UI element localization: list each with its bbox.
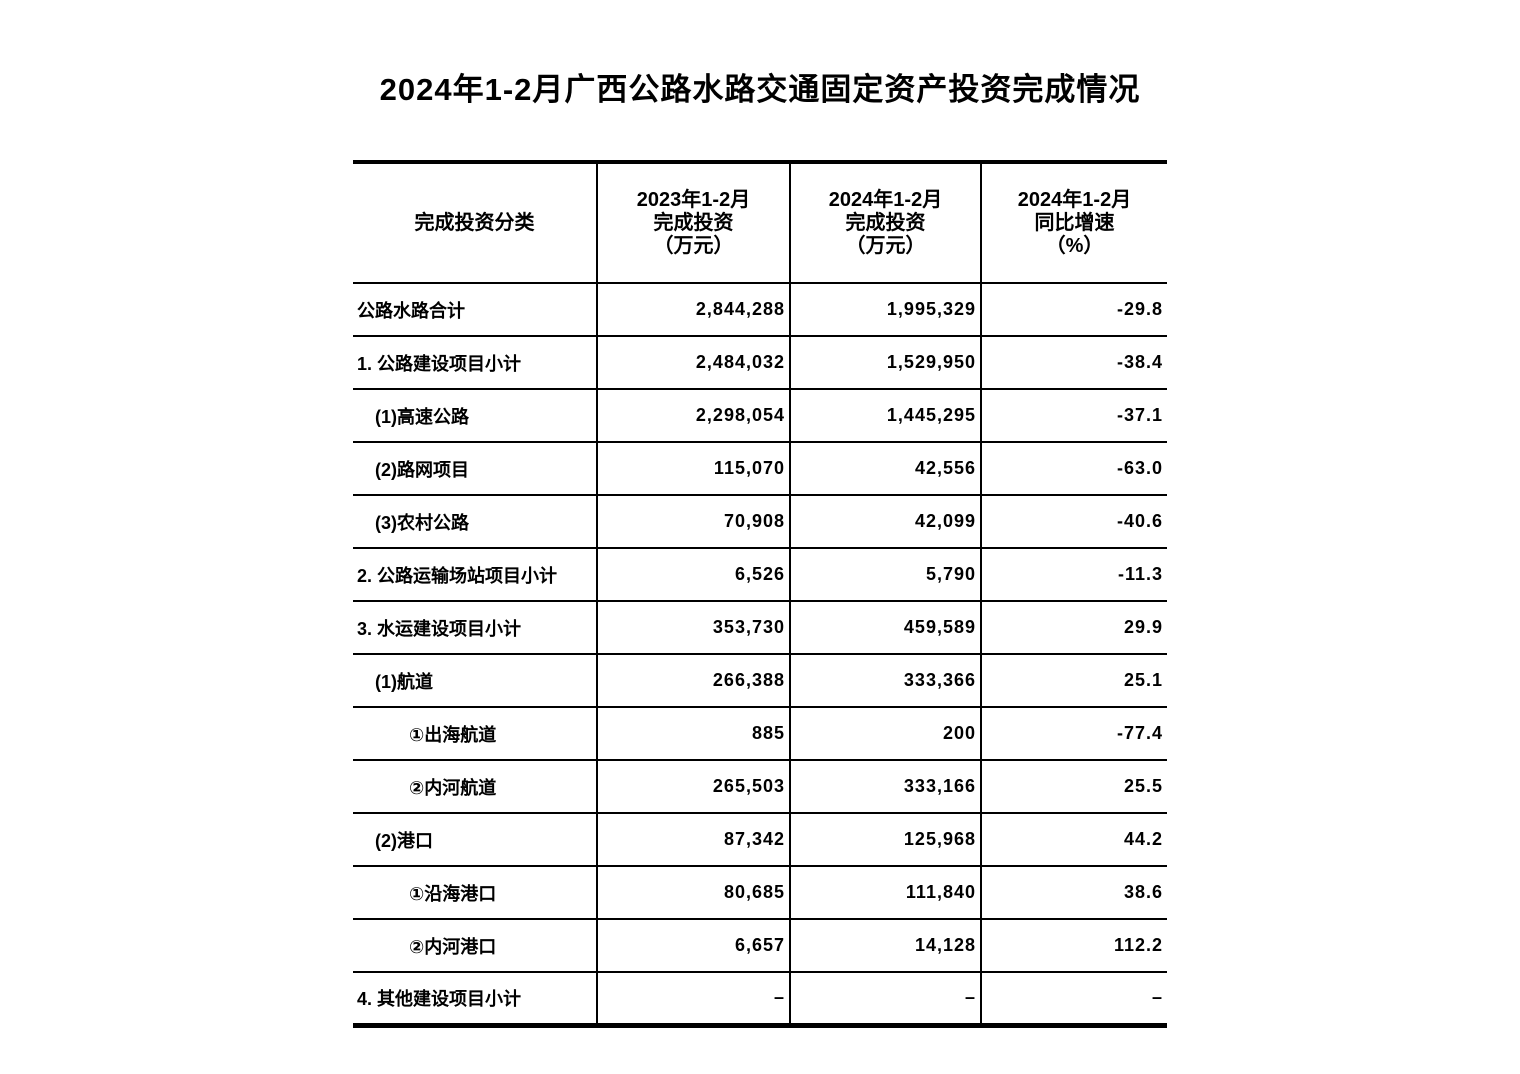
category-cell: 4. 其他建设项目小计 — [353, 972, 598, 1025]
category-cell: ①出海航道 — [353, 707, 598, 760]
table-row: (1)高速公路 2,298,054 1,445,295 -37.1 — [353, 389, 1167, 442]
value-2023-cell: 115,070 — [597, 442, 791, 495]
value-2023-cell: 266,388 — [597, 654, 791, 707]
category-cell: 公路水路合计 — [353, 283, 598, 336]
value-2023-cell: 265,503 — [597, 760, 791, 813]
growth-cell: – — [1151, 987, 1163, 1008]
header-line: 2023年1-2月 — [636, 188, 751, 211]
value-2023-cell: 353,730 — [597, 601, 791, 654]
category-cell: (3)农村公路 — [353, 495, 598, 548]
growth-cell: 29.9 — [1123, 617, 1163, 637]
growth-cell: 38.6 — [1123, 882, 1163, 902]
growth-cell: 44.2 — [1123, 829, 1163, 849]
growth-cell: -77.4 — [1116, 723, 1163, 743]
value-2023-cell: 87,342 — [597, 813, 791, 866]
value-2023-cell: 2,298,054 — [597, 389, 791, 442]
value-2023-cell: 80,685 — [597, 866, 791, 919]
category-cell: ②内河航道 — [353, 760, 598, 813]
table-row: ②内河港口 6,657 14,128 112.2 — [353, 919, 1167, 972]
category-cell: ①沿海港口 — [353, 866, 598, 919]
category-cell: ②内河港口 — [353, 919, 598, 972]
table-row: 4. 其他建设项目小计 – – – — [353, 972, 1167, 1025]
growth-cell: -63.0 — [1116, 458, 1163, 478]
table-row: ①沿海港口 80,685 111,840 38.6 — [353, 866, 1167, 919]
growth-cell: -37.1 — [1116, 405, 1163, 425]
table-row: 2. 公路运输场站项目小计 6,526 5,790 -11.3 — [353, 548, 1167, 601]
category-cell: 3. 水运建设项目小计 — [353, 601, 598, 654]
value-2024-cell: 1,995,329 — [790, 283, 982, 336]
table-row: (1)航道 266,388 333,366 25.1 — [353, 654, 1167, 707]
value-2023-cell: 2,844,288 — [597, 283, 791, 336]
value-2024-cell: 1,529,950 — [790, 336, 982, 389]
category-cell: (1)航道 — [353, 654, 598, 707]
value-2024-cell: 5,790 — [790, 548, 982, 601]
column-header-2024-investment: 2024年1-2月 完成投资 （万元） — [790, 162, 982, 283]
table-row: 1. 公路建设项目小计 2,484,032 1,529,950 -38.4 — [353, 336, 1167, 389]
header-line: 2024年1-2月 — [1017, 188, 1132, 211]
category-cell: (1)高速公路 — [353, 389, 598, 442]
column-header-growth-rate: 2024年1-2月 同比增速 （%） — [981, 162, 1167, 283]
table-row: 3. 水运建设项目小计 353,730 459,589 29.9 — [353, 601, 1167, 654]
growth-cell: -40.6 — [1116, 511, 1163, 531]
header-line: 完成投资 — [653, 211, 734, 234]
value-2024-cell: 1,445,295 — [790, 389, 982, 442]
table-row: (2)港口 87,342 125,968 44.2 — [353, 813, 1167, 866]
growth-cell: -38.4 — [1116, 352, 1163, 372]
page-title: 2024年1-2月广西公路水路交通固定资产投资完成情况 — [379, 72, 1141, 107]
value-2024-cell: 111,840 — [790, 866, 982, 919]
value-2024-cell: 14,128 — [790, 919, 982, 972]
value-2024-cell: 42,556 — [790, 442, 982, 495]
growth-cell: 112.2 — [1113, 935, 1163, 955]
growth-cell: 25.5 — [1123, 776, 1163, 796]
header-line: 同比增速 — [1034, 211, 1115, 234]
table-row: (3)农村公路 70,908 42,099 -40.6 — [353, 495, 1167, 548]
header-line: （%） — [1045, 234, 1104, 257]
value-2023-cell: 70,908 — [597, 495, 791, 548]
growth-cell: 25.1 — [1123, 670, 1163, 690]
header-row: 完成投资分类 2023年1-2月 完成投资 （万元） 2024年1-2月 完成投… — [353, 162, 1167, 283]
header-line: （万元） — [845, 234, 926, 257]
header-line: 2024年1-2月 — [828, 188, 943, 211]
value-2023-cell: 6,526 — [597, 548, 791, 601]
value-2024-cell: – — [790, 972, 982, 1025]
value-2024-cell: 333,166 — [790, 760, 982, 813]
header-line: （万元） — [653, 234, 734, 257]
value-2024-cell: 459,589 — [790, 601, 982, 654]
table-row: ①出海航道 885 200 -77.4 — [353, 707, 1167, 760]
category-cell: (2)路网项目 — [353, 442, 598, 495]
category-cell: 2. 公路运输场站项目小计 — [353, 548, 598, 601]
value-2023-cell: 2,484,032 — [597, 336, 791, 389]
investment-table: 完成投资分类 2023年1-2月 完成投资 （万元） 2024年1-2月 完成投… — [353, 160, 1167, 1028]
value-2023-cell: – — [597, 972, 791, 1025]
table-row: ②内河航道 265,503 333,166 25.5 — [353, 760, 1167, 813]
value-2024-cell: 125,968 — [790, 813, 982, 866]
header-line: 完成投资 — [845, 211, 926, 234]
value-2024-cell: 42,099 — [790, 495, 982, 548]
value-2024-cell: 333,366 — [790, 654, 982, 707]
column-header-2023-investment: 2023年1-2月 完成投资 （万元） — [597, 162, 791, 283]
value-2023-cell: 6,657 — [597, 919, 791, 972]
category-cell: 1. 公路建设项目小计 — [353, 336, 598, 389]
column-header-category: 完成投资分类 — [353, 162, 598, 283]
header-line: 完成投资分类 — [414, 211, 535, 234]
table-row: (2)路网项目 115,070 42,556 -63.0 — [353, 442, 1167, 495]
table-row: 公路水路合计 2,844,288 1,995,329 -29.8 — [353, 283, 1167, 336]
growth-cell: -11.3 — [1117, 564, 1163, 584]
category-cell: (2)港口 — [353, 813, 598, 866]
value-2024-cell: 200 — [790, 707, 982, 760]
growth-cell: -29.8 — [1116, 299, 1163, 319]
value-2023-cell: 885 — [597, 707, 791, 760]
